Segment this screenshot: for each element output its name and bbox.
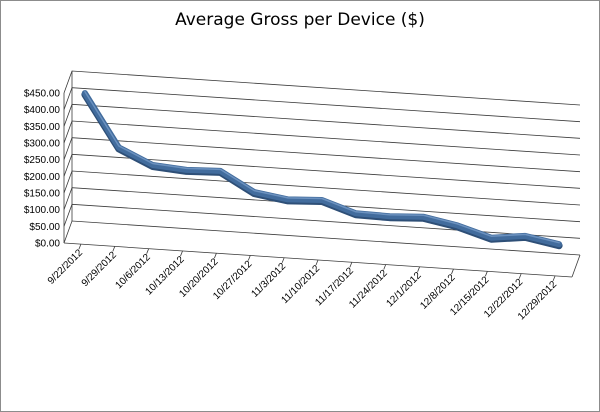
x-tick-mark: [112, 246, 116, 252]
data-point: [320, 198, 325, 203]
y-tick-label: $300.00: [24, 139, 61, 150]
series-line: [81, 90, 563, 248]
data-point: [353, 211, 358, 216]
x-tick-mark: [518, 273, 522, 279]
y-tick-label: $200.00: [24, 172, 61, 183]
data-point: [82, 91, 87, 96]
data-point: [252, 190, 257, 195]
x-tick-mark: [383, 264, 387, 270]
data-point: [184, 167, 189, 172]
x-tick-mark: [484, 271, 488, 277]
series-layer: [81, 90, 563, 250]
data-point: [421, 214, 426, 219]
y-tick-label: $250.00: [24, 155, 61, 166]
x-axis-tick-labels: 9/22/20129/29/201210/6/201210/13/201210/…: [46, 247, 560, 322]
data-point: [523, 233, 528, 238]
gridline: [63, 137, 581, 173]
y-tick-label: $400.00: [24, 105, 61, 116]
data-point: [455, 223, 460, 228]
y-tick-label: $150.00: [24, 189, 61, 200]
axes: [63, 71, 581, 282]
x-tick-mark: [552, 275, 556, 282]
gridline: [63, 120, 581, 156]
x-tick-mark: [315, 259, 319, 266]
y-tick-label: $350.00: [24, 122, 61, 133]
data-point: [387, 214, 392, 219]
gridline: [63, 203, 581, 239]
x-tick-mark: [78, 243, 82, 250]
x-tick-mark: [214, 253, 217, 259]
x-tick-mark: [146, 248, 150, 254]
data-point: [150, 163, 155, 168]
series-line-shadow: [81, 91, 563, 250]
chart-title: Average Gross per Device ($): [175, 10, 425, 30]
floor-edge: [571, 254, 581, 278]
y-tick-label: $450.00: [24, 89, 61, 100]
y-tick-label: $50.00: [29, 222, 60, 233]
data-point: [557, 242, 562, 247]
data-point: [116, 145, 121, 150]
gridline: [63, 103, 581, 139]
gridline: [63, 87, 581, 123]
x-tick-mark: [180, 250, 183, 257]
data-point: [218, 168, 223, 173]
x-tick-mark: [281, 257, 285, 263]
data-point: [489, 235, 494, 240]
x-tick-mark: [349, 262, 353, 268]
y-tick-label: $0.00: [35, 239, 60, 250]
x-tick-mark: [451, 268, 454, 275]
x-tick-mark: [247, 255, 251, 261]
y-tick-label: $100.00: [24, 205, 61, 216]
x-tick-mark: [417, 266, 420, 272]
y-axis-tick-labels: $0.00 $50.00 $100.00 $150.00 $200.00 $250.00 $…: [24, 89, 61, 250]
data-point: [286, 197, 291, 202]
gridline: [63, 70, 581, 106]
series-line-highlight: [84, 90, 560, 244]
